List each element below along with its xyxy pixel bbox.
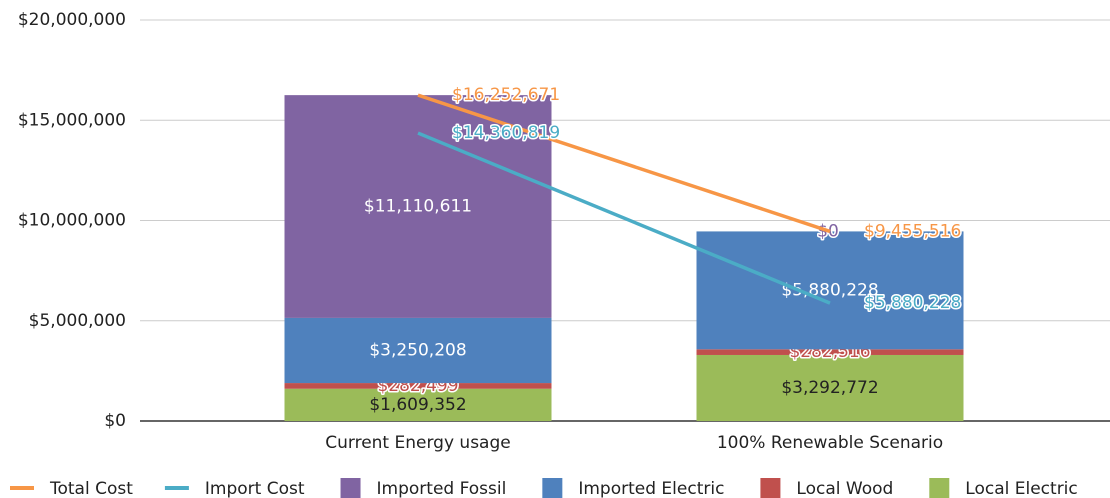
line-series: [417, 93, 831, 234]
data-label: $5,880,228: [781, 280, 878, 300]
bar-segment: [696, 349, 964, 355]
legend-key: [542, 478, 563, 498]
bar-segment: [284, 95, 552, 318]
x-tick-label: Current Energy usage: [325, 433, 510, 453]
x-tick-label: 100% Renewable Scenario: [717, 433, 943, 453]
legend-label: Import Cost: [205, 479, 305, 498]
y-tick-label: $20,000,000: [18, 10, 126, 30]
bar-segment: [284, 383, 552, 389]
legend-label: Imported Fossil: [377, 479, 507, 498]
legend-key: [929, 478, 950, 498]
bar-segment: [696, 354, 964, 421]
legend-label: Total Cost: [49, 479, 133, 498]
legend-key: [340, 478, 361, 498]
y-tick-label: $0: [104, 411, 126, 431]
data-label: $16,252,671: [452, 85, 560, 105]
data-label: $14,360,819: [452, 123, 560, 143]
data-label: $3,250,208: [369, 340, 466, 360]
line-series: [417, 131, 831, 305]
data-label: $5,880,228: [864, 293, 961, 313]
data-label: $3,292,772: [781, 378, 878, 398]
y-tick-label: $15,000,000: [18, 110, 126, 130]
bar-segment: [284, 388, 552, 421]
bar-segment: [696, 231, 964, 350]
legend-label: Local Electric: [965, 479, 1077, 498]
data-label: $11,110,611: [364, 197, 472, 217]
legend-key: [760, 478, 781, 498]
bar-segment: [284, 317, 552, 384]
legend-label: Local Wood: [796, 479, 893, 498]
data-label: $9,455,516: [864, 221, 961, 241]
data-label: $1,609,352: [369, 395, 466, 415]
y-tick-label: $5,000,000: [29, 311, 126, 331]
y-tick-label: $10,000,000: [18, 211, 126, 231]
legend-label: Imported Electric: [578, 479, 724, 498]
